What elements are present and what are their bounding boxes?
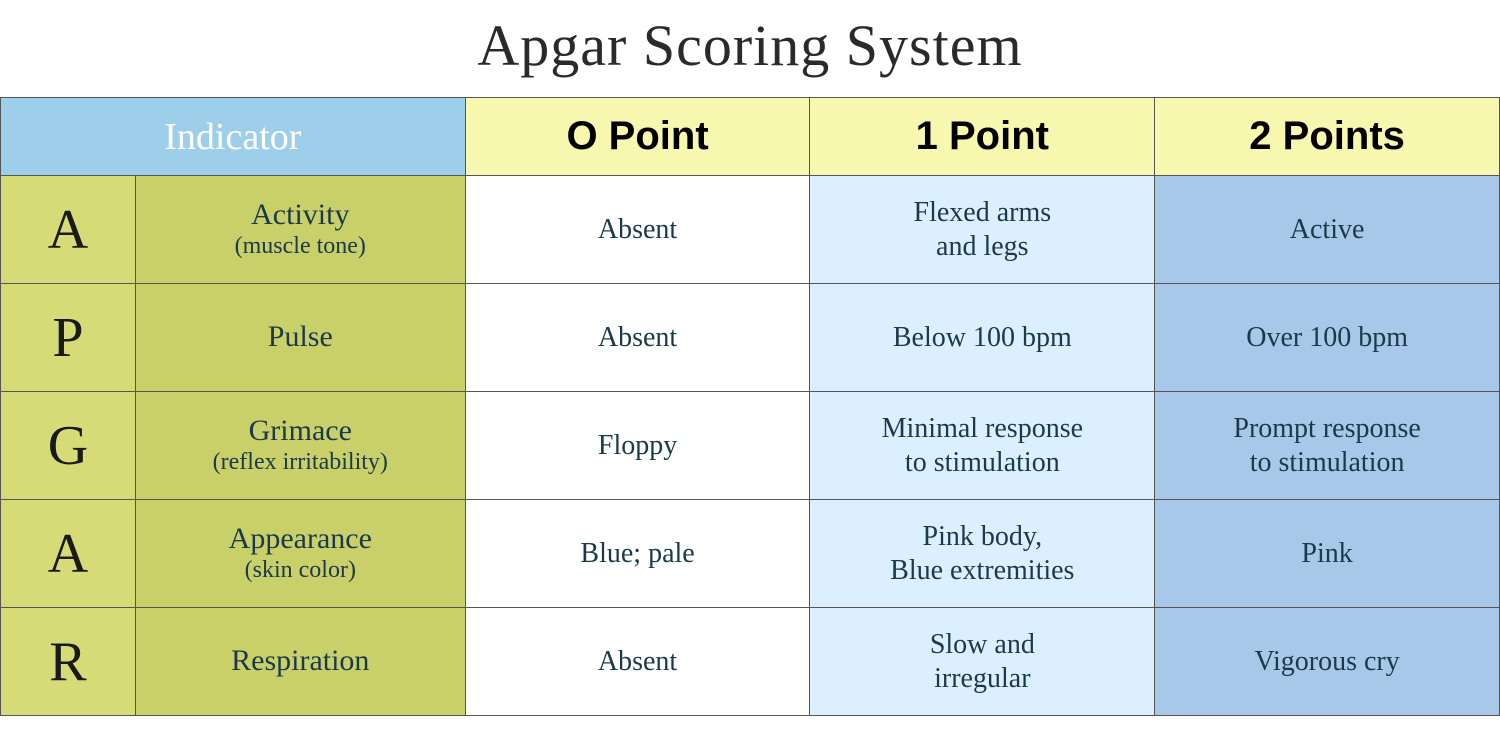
cell-score2: Prompt response to stimulation	[1155, 392, 1500, 500]
row-indicator: Activity(muscle tone)	[135, 176, 465, 284]
cell-score1: Slow and irregular	[810, 608, 1155, 716]
header-indicator: Indicator	[1, 98, 466, 176]
table-body: AActivity(muscle tone)AbsentFlexed arms …	[1, 176, 1500, 716]
cell-score0: Absent	[465, 284, 810, 392]
row-indicator: Pulse	[135, 284, 465, 392]
table-row: GGrimace(reflex irritability) Floppy Minim…	[1, 392, 1500, 500]
table-header-row: Indicator O Point 1 Point 2 Points	[1, 98, 1500, 176]
row-indicator: Grimace(reflex irritability)	[135, 392, 465, 500]
table-row: RRespiration Absent Slow and irregular Vigo…	[1, 608, 1500, 716]
indicator-name: Appearance	[144, 522, 457, 557]
row-letter: R	[1, 608, 136, 716]
cell-score2: Vigorous cry	[1155, 608, 1500, 716]
cell-score0: Blue; pale	[465, 500, 810, 608]
cell-score0: Floppy	[465, 392, 810, 500]
row-letter: A	[1, 500, 136, 608]
row-letter: A	[1, 176, 136, 284]
apgar-table: Indicator O Point 1 Point 2 Points AActi…	[0, 97, 1500, 716]
header-score-2: 2 Points	[1155, 98, 1500, 176]
cell-score1: Flexed arms and legs	[810, 176, 1155, 284]
row-letter: P	[1, 284, 136, 392]
cell-text: Vigorous cry	[1254, 646, 1399, 677]
table-row: AActivity(muscle tone) Absent Flexed arms …	[1, 176, 1500, 284]
cell-score2: Over 100 bpm	[1155, 284, 1500, 392]
cell-score0: Absent	[465, 176, 810, 284]
cell-text: Slow and irregular	[930, 629, 1035, 694]
table-row: AAppearance(skin color) Blue; pale Pink bo…	[1, 500, 1500, 608]
cell-text: Absent	[598, 214, 677, 245]
cell-text: Flexed arms and legs	[914, 197, 1052, 262]
cell-score1: Minimal response to stimulation	[810, 392, 1155, 500]
table-row: PPulse Absent Below 100 bpm Over 100 bpm	[1, 284, 1500, 392]
indicator-name: Activity	[144, 198, 457, 233]
cell-text: Floppy	[598, 430, 677, 461]
cell-text: Below 100 bpm	[893, 322, 1072, 353]
cell-text: Blue; pale	[580, 538, 694, 569]
indicator-subtitle: (muscle tone)	[144, 233, 457, 261]
cell-text: Minimal response to stimulation	[882, 413, 1083, 478]
indicator-subtitle: (skin color)	[144, 557, 457, 585]
header-score-0: O Point	[465, 98, 810, 176]
cell-text: Active	[1290, 214, 1365, 245]
indicator-name: Grimace	[144, 414, 457, 449]
indicator-name: Pulse	[144, 320, 457, 355]
row-letter: G	[1, 392, 136, 500]
cell-score1: Below 100 bpm	[810, 284, 1155, 392]
cell-score0: Absent	[465, 608, 810, 716]
cell-text: Pink	[1301, 538, 1352, 569]
row-indicator: Respiration	[135, 608, 465, 716]
cell-text: Absent	[598, 646, 677, 677]
header-score-1: 1 Point	[810, 98, 1155, 176]
row-indicator: Appearance(skin color)	[135, 500, 465, 608]
cell-score2: Pink	[1155, 500, 1500, 608]
cell-text: Prompt response to stimulation	[1233, 413, 1420, 478]
cell-text: Pink body, Blue extremities	[890, 521, 1074, 586]
cell-score2: Active	[1155, 176, 1500, 284]
indicator-name: Respiration	[144, 644, 457, 679]
cell-text: Over 100 bpm	[1246, 322, 1408, 353]
indicator-subtitle: (reflex irritability)	[144, 449, 457, 477]
cell-text: Absent	[598, 322, 677, 353]
page-title: Apgar Scoring System	[0, 0, 1500, 97]
cell-score1: Pink body, Blue extremities	[810, 500, 1155, 608]
